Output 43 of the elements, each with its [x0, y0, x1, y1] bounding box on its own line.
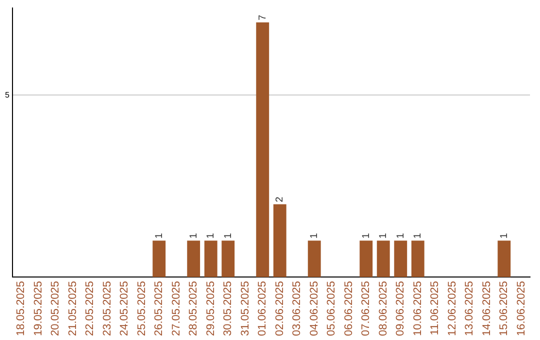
x-tick-label: 15.06.2025: [498, 280, 510, 336]
x-tick-label: 07.06.2025: [360, 280, 372, 336]
x-tick-label: 12.06.2025: [446, 280, 458, 336]
data-label: 7: [257, 14, 268, 20]
x-tick-label: 30.05.2025: [222, 280, 234, 336]
data-label: 1: [309, 232, 320, 239]
x-tick-label: 21.05.2025: [66, 280, 79, 336]
x-tick-label: 26.05.2025: [153, 280, 166, 336]
x-tick-label: 23.05.2025: [101, 280, 114, 336]
x-tick-label: 11.06.2025: [429, 280, 442, 336]
x-tick-label: 16.06.2025: [515, 280, 528, 336]
x-tick-label: 04.06.2025: [308, 280, 320, 336]
x-tick-label: 25.05.2025: [136, 280, 148, 336]
x-tick-label: 24.05.2025: [118, 280, 131, 336]
y-tick-label: 5: [4, 90, 10, 100]
x-tick-label: 20.05.2025: [50, 280, 62, 336]
x-tick-label: 09.06.2025: [394, 280, 407, 336]
x-tick-label: 29.05.2025: [204, 280, 217, 336]
x-tick-label: 18.05.2025: [15, 280, 28, 336]
data-label: 1: [378, 232, 390, 239]
x-tick-label: 03.06.2025: [291, 280, 304, 336]
x-tick-label: 06.06.2025: [342, 280, 355, 336]
data-label: 1: [154, 232, 165, 239]
x-tick-label: 28.05.2025: [188, 280, 200, 336]
x-tick-label: 02.06.2025: [274, 280, 286, 336]
x-tick-label: 13.06.2025: [464, 280, 476, 336]
data-label: 1: [360, 232, 372, 239]
x-tick-label: 08.06.2025: [377, 280, 390, 336]
x-tick-label: 14.06.2025: [480, 280, 493, 336]
x-tick-label: 19.05.2025: [32, 280, 44, 336]
x-tick-label: 05.06.2025: [326, 280, 338, 336]
data-label: 1: [395, 232, 406, 239]
data-label: 1: [498, 232, 510, 239]
data-label: 2: [274, 196, 286, 202]
data-label: 1: [188, 232, 200, 239]
x-tick-label: 01.06.2025: [256, 280, 269, 336]
data-label: 1: [412, 232, 424, 239]
x-tick-label: 27.05.2025: [170, 280, 182, 336]
x-tick-label: 31.05.2025: [239, 280, 252, 336]
x-tick-label: 10.06.2025: [412, 280, 424, 336]
data-label: 1: [206, 232, 217, 239]
x-tick-label: 22.05.2025: [84, 280, 96, 336]
data-label: 1: [222, 232, 234, 239]
